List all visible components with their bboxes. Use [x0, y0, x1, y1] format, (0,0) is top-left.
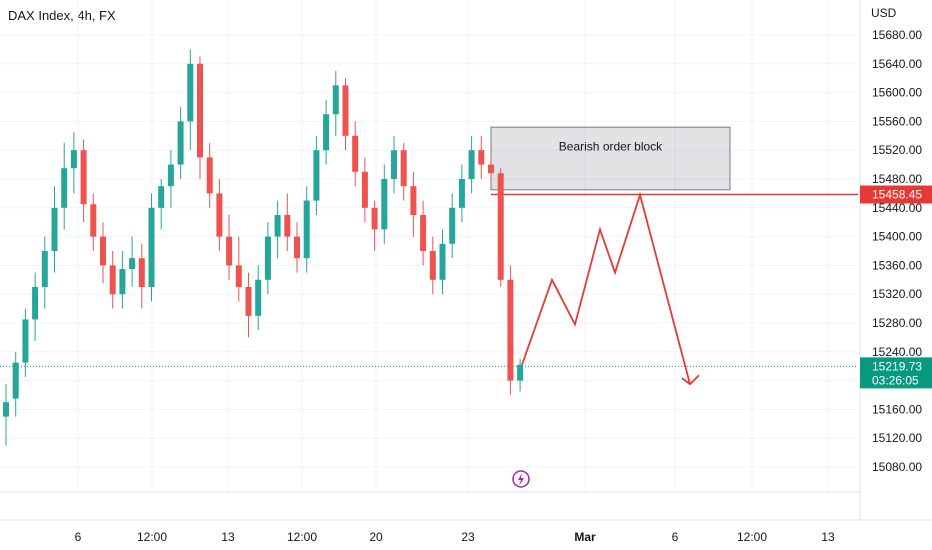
- candle-body: [449, 207, 456, 244]
- candle-body: [458, 179, 465, 208]
- candle-body: [235, 265, 242, 287]
- y-tick-label: 15680.00: [872, 28, 922, 42]
- candle-body: [507, 279, 514, 381]
- x-tick-label: Mar: [574, 530, 596, 544]
- candle-body: [12, 362, 19, 399]
- candle-body: [90, 204, 97, 237]
- candle-body: [3, 402, 9, 417]
- candle-body: [332, 85, 339, 115]
- candle-body: [410, 186, 417, 215]
- currency-label: USD: [871, 6, 897, 20]
- candle-body: [468, 150, 475, 179]
- candle-body: [100, 236, 106, 266]
- y-tick-label: 15440.00: [872, 201, 922, 215]
- candle-body: [148, 207, 155, 287]
- candle-body: [284, 215, 291, 237]
- y-tick-label: 15480.00: [872, 172, 922, 186]
- last-price-tag: [860, 357, 932, 389]
- candle-body: [167, 164, 174, 187]
- candle-body: [206, 157, 213, 194]
- candle-body: [391, 150, 397, 179]
- candle-body: [303, 200, 310, 259]
- candle-body: [274, 215, 281, 237]
- candle-body: [245, 287, 252, 316]
- candle-body: [158, 186, 165, 208]
- x-tick-label: 12:00: [737, 530, 767, 544]
- x-tick-label: 12:00: [137, 530, 167, 544]
- chart-title: DAX Index, 4h, FX: [8, 8, 116, 23]
- lightning-icon-glyph: [518, 473, 524, 486]
- candle-body: [478, 150, 485, 165]
- y-tick-label: 15160.00: [872, 402, 922, 416]
- candle-body: [381, 179, 388, 230]
- y-tick-label: 15520.00: [872, 143, 922, 157]
- candle-body: [177, 121, 184, 165]
- y-tick-label: 15640.00: [872, 57, 922, 71]
- candle-body: [119, 269, 126, 295]
- candle-body: [80, 150, 87, 205]
- candle-body: [197, 63, 203, 158]
- candle-body: [109, 265, 116, 295]
- candle-body: [323, 114, 330, 151]
- y-tick-label: 15360.00: [872, 258, 922, 272]
- resistance-price-tag: [860, 185, 932, 204]
- y-tick-label: 15120.00: [872, 431, 922, 445]
- x-tick-label: 6: [672, 530, 679, 544]
- x-tick-label: 20: [369, 530, 383, 544]
- candle-body: [138, 258, 145, 287]
- candle-body: [488, 164, 494, 174]
- order-block-label: Bearish order block: [559, 139, 663, 153]
- candle-body: [400, 150, 407, 187]
- candle-body: [429, 251, 436, 280]
- x-tick-label: 13: [821, 530, 835, 544]
- candle-body: [352, 135, 359, 172]
- order-block-zone[interactable]: [490, 126, 731, 191]
- candle-body: [129, 258, 136, 269]
- y-tick-label: 15600.00: [872, 86, 922, 100]
- candle-body: [439, 243, 446, 280]
- last-price-text: 15219.73: [872, 359, 922, 373]
- y-tick-label: 15280.00: [872, 316, 922, 330]
- y-tick-label: 15080.00: [872, 460, 922, 474]
- candle-body: [294, 236, 300, 259]
- candle-body: [226, 236, 233, 266]
- candle-body: [264, 236, 271, 280]
- candle-body: [32, 287, 39, 320]
- countdown-text: 03:26:05: [872, 373, 919, 387]
- candle-body: [255, 279, 262, 316]
- candle-body: [497, 173, 504, 280]
- projection-arrow-head: [681, 374, 700, 386]
- candle-body: [22, 319, 29, 363]
- x-tick-label: 6: [75, 530, 82, 544]
- projection-path[interactable]: [521, 191, 691, 385]
- y-tick-label: 15560.00: [872, 114, 922, 128]
- x-tick-label: 23: [461, 530, 475, 544]
- candle-body: [61, 168, 68, 208]
- candle-body: [517, 364, 524, 381]
- candle-body: [187, 63, 194, 122]
- candle-body: [41, 251, 48, 287]
- resistance-price-text: 15458.45: [872, 188, 922, 202]
- candle-body: [70, 150, 77, 169]
- y-tick-label: 15400.00: [872, 230, 922, 244]
- candle-body: [216, 193, 223, 237]
- candle-body: [342, 85, 349, 136]
- x-tick-label: 13: [221, 530, 235, 544]
- candle-body: [361, 171, 368, 208]
- x-tick-label: 12:00: [287, 530, 317, 544]
- candle-body: [51, 207, 58, 251]
- candle-body: [420, 215, 427, 251]
- candle-body: [371, 207, 378, 230]
- candle-body: [313, 150, 320, 201]
- y-tick-label: 15240.00: [872, 345, 922, 359]
- y-tick-label: 15320.00: [872, 287, 922, 301]
